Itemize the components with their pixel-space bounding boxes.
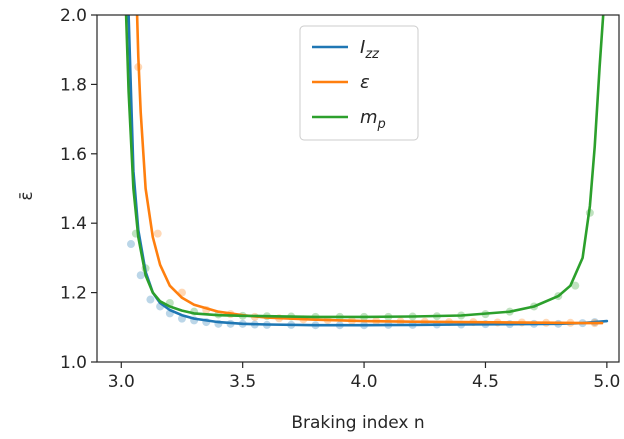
y-tick-label: 1.2 <box>60 284 87 304</box>
y-tick-label: 1.8 <box>60 75 87 95</box>
x-tick-label: 5.0 <box>593 372 620 392</box>
x-tick-label: 4.5 <box>472 372 499 392</box>
legend-label: mp <box>360 107 386 132</box>
x-axis-ticks: 3.0 3.5 4.0 4.5 5.0 <box>108 362 620 392</box>
x-tick-label: 3.5 <box>229 372 256 392</box>
series-line-1 <box>135 15 604 325</box>
y-tick-label: 2.0 <box>60 6 87 26</box>
y-tick-label: 1.4 <box>60 214 87 234</box>
legend-box <box>299 25 419 141</box>
y-axis-label: ε̄ <box>17 191 37 200</box>
series-lines-layer <box>124 15 609 327</box>
x-tick-label: 4.0 <box>351 372 378 392</box>
x-axis-label: Braking index n <box>291 413 424 433</box>
series-line-2 <box>124 15 605 319</box>
scatter-point <box>146 295 155 304</box>
y-tick-label: 1.6 <box>60 145 87 165</box>
plot-frame <box>96 14 620 363</box>
y-tick-label: 1.0 <box>60 353 87 373</box>
scatter-point <box>126 240 135 249</box>
y-axis-ticks: 1.0 1.2 1.4 1.6 1.8 2.0 <box>60 6 97 373</box>
scatter-point <box>571 281 580 290</box>
legend-label: Izz <box>360 37 380 62</box>
scatter-point <box>136 271 145 280</box>
legend-entries: Izz ε mp <box>312 37 386 132</box>
legend-label: ε <box>360 72 370 93</box>
x-tick-label: 3.0 <box>108 372 135 392</box>
scatter-point <box>153 229 162 238</box>
legend: Izz ε mp <box>299 25 419 141</box>
